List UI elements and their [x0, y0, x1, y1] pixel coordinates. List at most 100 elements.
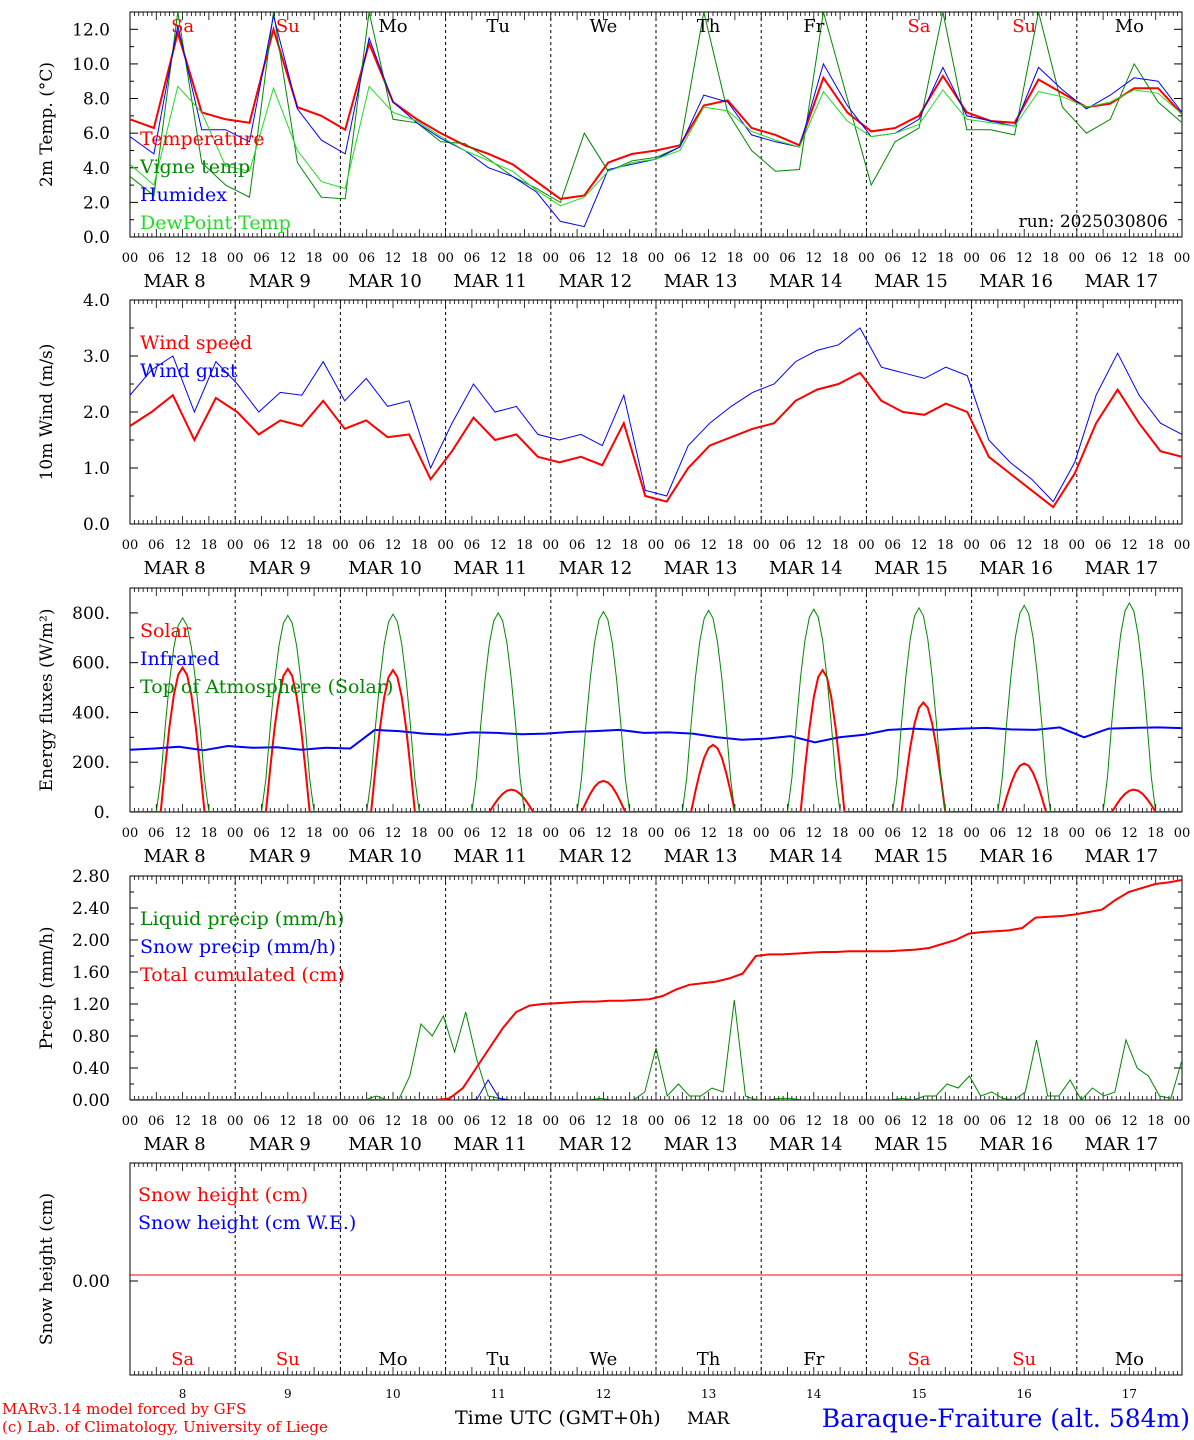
hour-tick-label: 00 [1069, 826, 1086, 841]
y-tick-label: 0.80 [72, 1027, 110, 1047]
y-tick-label: 2.80 [72, 867, 110, 887]
date-label: MAR 16 [979, 271, 1053, 292]
hour-tick-label: 18 [621, 1114, 638, 1129]
hour-tick-label: 12 [1016, 1114, 1033, 1129]
hour-tick-label: 12 [1016, 251, 1033, 266]
hour-tick-label: 00 [122, 538, 139, 553]
series-line-solar [130, 665, 1182, 812]
hour-tick-label: 00 [332, 826, 349, 841]
hour-tick-label: 06 [569, 251, 586, 266]
hour-tick-label: 12 [911, 538, 928, 553]
hour-tick-label: 00 [1069, 251, 1086, 266]
date-label: MAR 12 [559, 558, 633, 579]
y-axis-label: Snow height (cm) [37, 1193, 57, 1345]
day-number: 14 [806, 1387, 822, 1401]
date-label: MAR 8 [144, 558, 206, 579]
hour-tick-label: 06 [148, 251, 165, 266]
day-number: 15 [911, 1387, 926, 1401]
hour-tick-label: 06 [884, 251, 901, 266]
series-line-vigne-temp [130, 12, 1182, 204]
date-label: MAR 10 [348, 1134, 422, 1155]
date-label: MAR 17 [1085, 1134, 1159, 1155]
panel-frame [129, 587, 1183, 813]
panel-3 [129, 587, 1183, 813]
hour-tick-label: 06 [674, 538, 691, 553]
hour-tick-label: 12 [1016, 826, 1033, 841]
hour-tick-label: 12 [280, 251, 297, 266]
y-tick-label: 4.0 [83, 291, 110, 311]
date-label: MAR 13 [664, 1134, 738, 1155]
hour-tick-label: 00 [753, 538, 770, 553]
hour-tick-label: 18 [1042, 826, 1059, 841]
hour-tick-label: 18 [411, 251, 428, 266]
hour-tick-label: 06 [358, 826, 375, 841]
y-axis-label: 10m Wind (m/s) [37, 344, 57, 481]
day-name: Fr [803, 16, 824, 37]
hour-tick-label: 18 [832, 538, 849, 553]
hour-tick-label: 00 [858, 1114, 875, 1129]
hour-tick-label: 18 [411, 1114, 428, 1129]
hour-tick-label: 18 [306, 1114, 323, 1129]
date-label: MAR 8 [144, 1134, 206, 1155]
series-line-wind-speed [130, 371, 1182, 509]
date-label: MAR 11 [453, 271, 527, 292]
day-number: 9 [284, 1387, 292, 1401]
hour-tick-label: 00 [332, 251, 349, 266]
hour-tick-label: 18 [306, 826, 323, 841]
hour-tick-label: 06 [253, 538, 270, 553]
date-label: MAR 14 [769, 558, 843, 579]
hour-tick-label: 12 [385, 1114, 402, 1129]
hour-tick-label: 06 [990, 826, 1007, 841]
date-label: MAR 12 [559, 846, 633, 867]
legend-entry: DewPoint Temp [140, 212, 291, 234]
hour-tick-label: 06 [1095, 251, 1112, 266]
hour-tick-label: 12 [595, 826, 612, 841]
hour-tick-label: 06 [464, 251, 481, 266]
hour-tick-label: 06 [990, 1114, 1007, 1129]
series-line-wind-gust [130, 327, 1182, 503]
date-label: MAR 9 [249, 1134, 311, 1155]
hour-tick-label: 06 [884, 538, 901, 553]
hour-tick-label: 18 [937, 1114, 954, 1129]
y-tick-label: 2.0 [83, 193, 110, 213]
day-name: Su [1012, 1349, 1036, 1370]
y-tick-label: 200. [72, 753, 110, 773]
hour-tick-label: 00 [437, 826, 454, 841]
y-tick-label: 4.0 [83, 159, 110, 179]
day-name: Mo [1115, 16, 1144, 37]
hour-tick-label: 18 [306, 538, 323, 553]
model-credit: MARv3.14 model forced by GFS (c) Lab. of… [2, 1400, 328, 1436]
hour-tick-label: 12 [700, 826, 717, 841]
hour-tick-label: 18 [727, 826, 744, 841]
hour-tick-label: 18 [727, 538, 744, 553]
legend-entry: Snow height (cm W.E.) [138, 1212, 356, 1234]
hour-tick-label: 06 [464, 1114, 481, 1129]
panel-2 [129, 299, 1183, 525]
hour-tick-label: 00 [963, 826, 980, 841]
hour-tick-label: 12 [280, 1114, 297, 1129]
date-label: MAR 13 [664, 271, 738, 292]
date-label: MAR 9 [249, 846, 311, 867]
hour-tick-label: 12 [1016, 538, 1033, 553]
day-name: Sa [907, 1349, 930, 1370]
hour-tick-label: 18 [306, 251, 323, 266]
date-label: MAR 13 [664, 846, 738, 867]
hour-tick-label: 06 [358, 1114, 375, 1129]
hour-tick-label: 18 [411, 538, 428, 553]
hour-tick-label: 18 [727, 1114, 744, 1129]
date-label: MAR 14 [769, 1134, 843, 1155]
hour-tick-label: 12 [174, 251, 191, 266]
hour-tick-label: 00 [122, 1114, 139, 1129]
date-label: MAR 15 [874, 558, 948, 579]
hour-tick-label: 18 [1147, 538, 1164, 553]
y-tick-label: 800. [72, 604, 110, 624]
hour-tick-label: 00 [1174, 826, 1191, 841]
day-number: 8 [179, 1387, 187, 1401]
hour-tick-label: 12 [595, 538, 612, 553]
hour-tick-label: 06 [990, 251, 1007, 266]
date-label: MAR 17 [1085, 271, 1159, 292]
hour-tick-label: 06 [1095, 1114, 1112, 1129]
y-tick-label: 12.0 [72, 20, 110, 40]
hour-tick-label: 00 [437, 538, 454, 553]
